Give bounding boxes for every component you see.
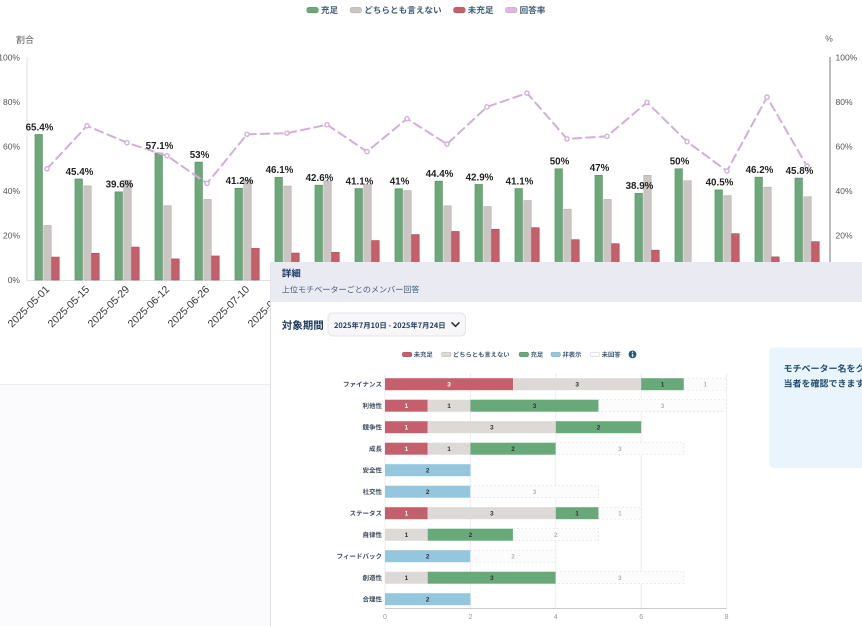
svg-text:3: 3: [490, 575, 494, 582]
svg-text:3: 3: [618, 446, 622, 453]
svg-text:6: 6: [639, 614, 643, 621]
svg-text:2: 2: [597, 425, 601, 432]
svg-text:38.9%: 38.9%: [626, 181, 654, 192]
svg-text:41.1%: 41.1%: [506, 176, 534, 187]
svg-text:1: 1: [405, 446, 409, 453]
svg-text:0%: 0%: [8, 275, 21, 285]
svg-text:46.2%: 46.2%: [746, 165, 774, 176]
svg-text:1: 1: [447, 403, 451, 410]
svg-text:39.6%: 39.6%: [106, 180, 134, 191]
svg-text:1: 1: [405, 425, 409, 432]
svg-text:41.1%: 41.1%: [346, 176, 374, 187]
svg-text:2: 2: [469, 532, 473, 539]
svg-text:80%: 80%: [3, 97, 20, 107]
svg-text:4: 4: [554, 614, 558, 621]
svg-text:3: 3: [490, 425, 494, 432]
svg-text:46.1%: 46.1%: [266, 165, 294, 176]
svg-text:1: 1: [405, 575, 409, 582]
svg-text:8: 8: [725, 614, 729, 621]
svg-text:53%: 53%: [190, 150, 210, 161]
svg-text:65.4%: 65.4%: [26, 122, 54, 133]
svg-text:%: %: [825, 34, 833, 44]
svg-text:1: 1: [405, 511, 409, 518]
svg-text:3: 3: [490, 511, 494, 518]
svg-text:20%: 20%: [3, 231, 20, 241]
svg-text:2: 2: [554, 532, 558, 539]
svg-text:44.4%: 44.4%: [426, 169, 454, 180]
svg-text:2: 2: [426, 489, 430, 496]
svg-text:3: 3: [533, 489, 537, 496]
svg-text:2: 2: [426, 468, 430, 475]
svg-text:1: 1: [405, 403, 409, 410]
svg-text:60%: 60%: [3, 142, 20, 152]
svg-text:41.2%: 41.2%: [226, 176, 254, 187]
svg-text:2: 2: [426, 597, 430, 604]
svg-text:3: 3: [618, 575, 622, 582]
svg-text:47%: 47%: [590, 163, 610, 174]
svg-text:3: 3: [661, 403, 665, 410]
svg-text:1: 1: [703, 382, 707, 389]
svg-text:2: 2: [511, 554, 515, 561]
svg-text:100%: 100%: [836, 53, 858, 63]
svg-text:45.4%: 45.4%: [66, 167, 94, 178]
svg-text:1: 1: [405, 532, 409, 539]
svg-text:2: 2: [426, 554, 430, 561]
svg-text:80%: 80%: [836, 97, 853, 107]
svg-text:2: 2: [468, 614, 472, 621]
svg-text:3: 3: [575, 382, 579, 389]
svg-text:60%: 60%: [836, 142, 853, 152]
svg-text:45.8%: 45.8%: [786, 166, 814, 177]
svg-text:40%: 40%: [836, 186, 853, 196]
svg-text:40%: 40%: [3, 186, 20, 196]
svg-text:41%: 41%: [390, 177, 410, 188]
svg-text:50%: 50%: [550, 157, 570, 168]
svg-text:3: 3: [533, 403, 537, 410]
svg-text:1: 1: [661, 382, 665, 389]
svg-text:3: 3: [447, 382, 451, 389]
svg-text:1: 1: [575, 511, 579, 518]
svg-text:40.5%: 40.5%: [706, 178, 734, 189]
svg-text:42.9%: 42.9%: [466, 172, 494, 183]
svg-text:100%: 100%: [0, 53, 20, 63]
svg-text:1: 1: [618, 511, 622, 518]
svg-text:57.1%: 57.1%: [146, 141, 174, 152]
svg-text:0: 0: [383, 614, 387, 621]
svg-text:50%: 50%: [670, 157, 690, 168]
svg-text:20%: 20%: [836, 231, 853, 241]
svg-text:2: 2: [511, 446, 515, 453]
svg-text:42.6%: 42.6%: [306, 173, 334, 184]
svg-text:1: 1: [447, 446, 451, 453]
